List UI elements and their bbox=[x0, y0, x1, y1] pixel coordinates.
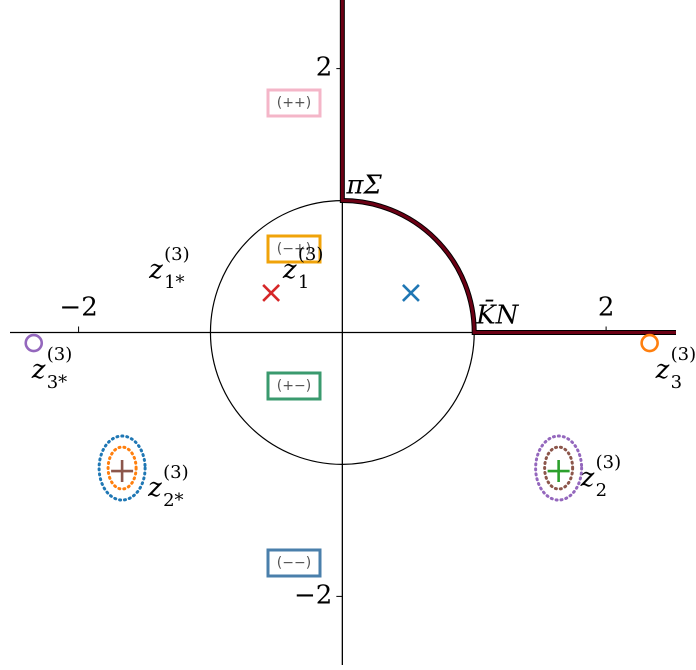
pole-label-sub: 1 bbox=[298, 272, 309, 293]
pole-label-base: z bbox=[282, 255, 297, 285]
pole-marker bbox=[547, 460, 570, 483]
pole-label-sub: 2* bbox=[163, 490, 183, 511]
y-tick-label: 2 bbox=[316, 53, 333, 83]
pole-label-sup: (3) bbox=[164, 244, 190, 265]
pole-label-sup: (3) bbox=[163, 462, 189, 483]
pole-label-base: z bbox=[655, 355, 670, 385]
region-label: (−+) bbox=[277, 241, 311, 257]
pole-marker bbox=[24, 333, 44, 353]
pole-label-sup: (3) bbox=[298, 244, 324, 265]
uncertainty-ellipse bbox=[97, 434, 147, 502]
region-label: (+−) bbox=[277, 378, 311, 394]
pole-label-sup: (3) bbox=[596, 452, 622, 473]
pole-label-base: z bbox=[31, 355, 46, 385]
branch-cut-outline bbox=[339, 0, 676, 335]
pole-marker bbox=[111, 460, 134, 483]
pole-marker bbox=[401, 283, 420, 302]
y-tick-label: −2 bbox=[294, 580, 332, 610]
x-tick-label: 2 bbox=[598, 293, 615, 323]
pole-label-sub: 1* bbox=[164, 272, 184, 293]
pole-marker bbox=[640, 333, 659, 353]
threshold-label: K̄N bbox=[475, 299, 519, 331]
uncertainty-ellipse bbox=[106, 445, 138, 491]
pole-label-base: z bbox=[148, 255, 163, 285]
pole-label-sub: 3 bbox=[671, 372, 682, 393]
region-label: (−−) bbox=[277, 555, 311, 571]
x-tick-label: −2 bbox=[59, 293, 97, 323]
pole-label-base: z bbox=[147, 473, 162, 503]
pole-label-sup: (3) bbox=[671, 344, 696, 365]
pole-marker bbox=[262, 283, 281, 302]
pole-label-base: z bbox=[580, 463, 595, 493]
branch-cut bbox=[340, 0, 676, 334]
region-box bbox=[266, 548, 322, 578]
pole-label-sup: (3) bbox=[47, 344, 73, 365]
uncertainty-ellipse bbox=[534, 434, 584, 502]
uncertainty-ellipse bbox=[543, 445, 575, 491]
pole-label-sub: 2 bbox=[596, 480, 607, 501]
threshold-label: πΣ bbox=[345, 171, 382, 201]
region-label: (++) bbox=[277, 95, 311, 111]
region-box bbox=[266, 88, 322, 118]
region-box bbox=[266, 234, 322, 264]
region-box bbox=[266, 371, 322, 401]
pole-label-sub: 3* bbox=[47, 372, 67, 393]
